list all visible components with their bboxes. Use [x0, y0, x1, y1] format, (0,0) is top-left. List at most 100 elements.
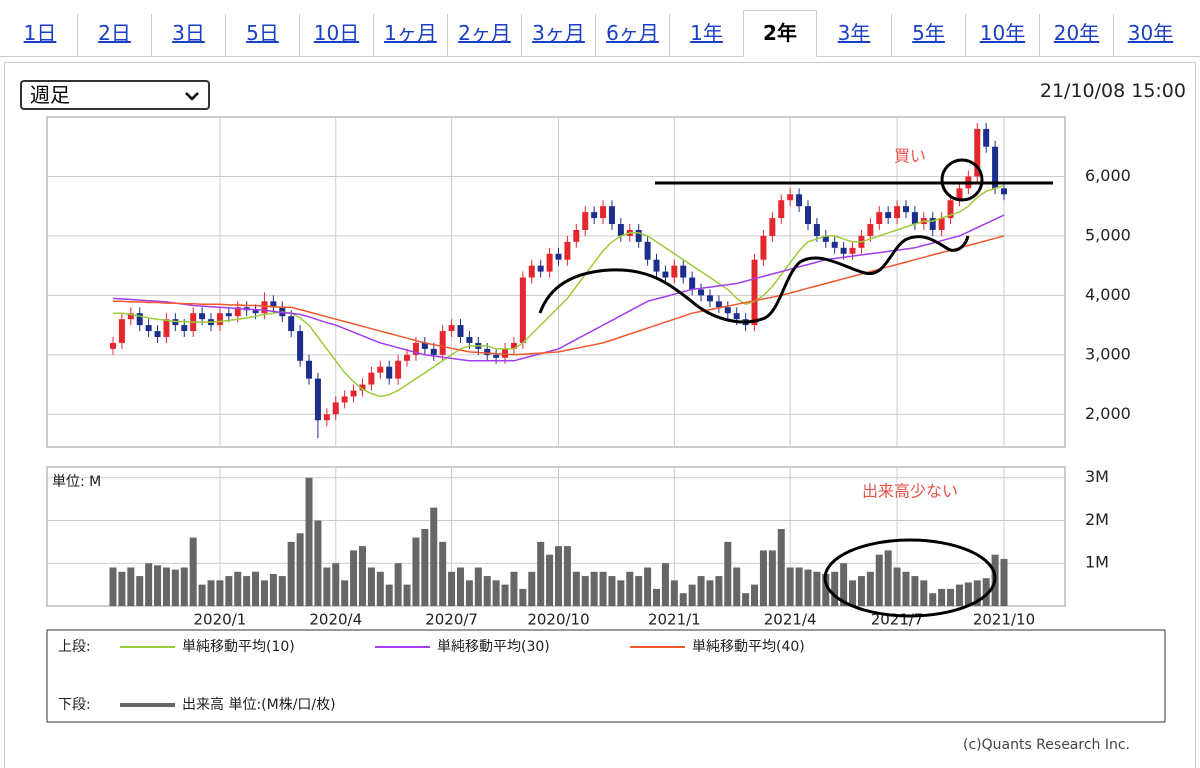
- candle-body: [555, 253, 562, 260]
- volume-bar: [403, 584, 411, 606]
- volume-bar: [893, 567, 901, 606]
- period-tab[interactable]: 30年: [1113, 14, 1187, 56]
- volume-bar: [661, 563, 669, 606]
- candle-body: [573, 229, 580, 242]
- volume-bar: [724, 541, 732, 606]
- volume-bar: [421, 529, 429, 606]
- candle-body: [448, 325, 455, 332]
- x-tick-label: 2021/1: [648, 611, 701, 629]
- annotation: 買い: [894, 147, 926, 166]
- legend: 単純移動平均(10) 単純移動平均(30) 単純移動平均(40) 出来高 単位:(M株…: [120, 639, 805, 713]
- volume-bar: [822, 573, 830, 606]
- candle-body: [412, 342, 419, 355]
- legend-label: 単純移動平均(30): [437, 639, 550, 655]
- volume-bar: [635, 576, 643, 606]
- volume-bar: [973, 580, 981, 606]
- candle-body: [395, 360, 402, 379]
- x-tick-label: 2020/7: [425, 611, 478, 629]
- volume-bar: [706, 580, 714, 606]
- period-tab[interactable]: 3日: [151, 14, 225, 56]
- volume-bar: [929, 593, 937, 606]
- legend-label: 単純移動平均(40): [692, 639, 805, 655]
- candle-body: [715, 301, 722, 308]
- candle-body: [564, 241, 571, 260]
- volume-bar: [849, 580, 857, 606]
- period-tab[interactable]: 20年: [1039, 14, 1113, 56]
- period-tab[interactable]: 10年: [965, 14, 1039, 56]
- candle-body: [306, 360, 313, 379]
- volume-bar: [840, 563, 848, 606]
- y-tick-label: 2,000: [1085, 404, 1131, 423]
- volume-bar: [465, 580, 473, 606]
- candle-body: [368, 372, 375, 385]
- volume-bar: [483, 576, 491, 606]
- x-tick-label: 2020/1: [194, 611, 247, 629]
- period-tab[interactable]: 1年: [669, 14, 743, 56]
- candle-body: [145, 325, 152, 332]
- period-tab[interactable]: 1日: [23, 21, 57, 45]
- candle-body: [234, 307, 241, 317]
- candle-body: [430, 348, 437, 355]
- period-select[interactable]: 週足: [20, 80, 210, 110]
- period-tab[interactable]: 10日: [299, 14, 373, 56]
- candle-body: [225, 313, 232, 317]
- candle-body: [804, 206, 811, 225]
- candle-body: [698, 289, 705, 296]
- candle-body: [502, 348, 509, 358]
- candle-body: [849, 247, 856, 254]
- candle-body: [822, 235, 829, 242]
- volume-bar: [198, 584, 206, 606]
- select-value[interactable]: 週足: [30, 83, 70, 107]
- volume-bar: [679, 593, 687, 606]
- candle-body: [484, 348, 491, 355]
- candle-body: [582, 212, 589, 230]
- period-tab[interactable]: 5年: [891, 14, 965, 56]
- volume-bar: [332, 563, 340, 606]
- volume-bar: [644, 567, 652, 606]
- period-tab[interactable]: 2ヶ月: [447, 14, 521, 56]
- candle-body: [787, 194, 794, 201]
- candle-body: [867, 224, 874, 236]
- candle-body: [706, 295, 713, 302]
- volume-bar: [225, 576, 233, 606]
- period-tabs: 1日 2日 3日 5日 10日 1ヶ月 2ヶ月 3ヶ月 6ヶ月 1年 2年 3年 5年 10年 20年 30年: [0, 0, 1200, 57]
- volume-bar: [813, 571, 821, 606]
- candle-body: [591, 212, 598, 219]
- candle-body: [466, 337, 473, 343]
- candle-body: [261, 301, 268, 314]
- period-tab[interactable]: 3年: [837, 21, 871, 45]
- candle-body: [341, 396, 348, 403]
- volume-bar: [456, 567, 464, 606]
- volume-circle: [823, 538, 997, 618]
- candle-body: [644, 241, 651, 260]
- volume-bar: [697, 576, 705, 606]
- period-tab[interactable]: 2年: [743, 10, 817, 57]
- volume-bar: [804, 569, 812, 606]
- candle-body: [778, 200, 785, 219]
- volume-bar: [608, 576, 616, 606]
- candle-body: [110, 342, 116, 349]
- ma-line: [113, 184, 1005, 398]
- period-tab[interactable]: 5日: [225, 14, 299, 56]
- candle-body: [457, 325, 464, 337]
- y-tick-label: 6,000: [1085, 166, 1131, 185]
- candle-body: [127, 313, 134, 320]
- candle-body: [181, 325, 188, 332]
- candle-body: [537, 265, 544, 272]
- buy-circle: [940, 158, 984, 202]
- volume-bar: [670, 580, 678, 606]
- volume-bar: [136, 576, 144, 606]
- volume-bar: [243, 576, 251, 606]
- volume-bar: [964, 582, 972, 606]
- legend-box: [46, 629, 1166, 723]
- period-tab[interactable]: 2日: [77, 14, 151, 56]
- candle-body: [528, 265, 535, 278]
- legend-heading: 上段:: [58, 639, 91, 655]
- hand-drawn-annotations: [538, 158, 1053, 618]
- period-tab[interactable]: 3ヶ月: [521, 14, 595, 56]
- period-tab[interactable]: 1ヶ月: [373, 14, 447, 56]
- x-tick-label: 2020/4: [309, 611, 362, 629]
- period-tab[interactable]: 6ヶ月: [595, 14, 669, 56]
